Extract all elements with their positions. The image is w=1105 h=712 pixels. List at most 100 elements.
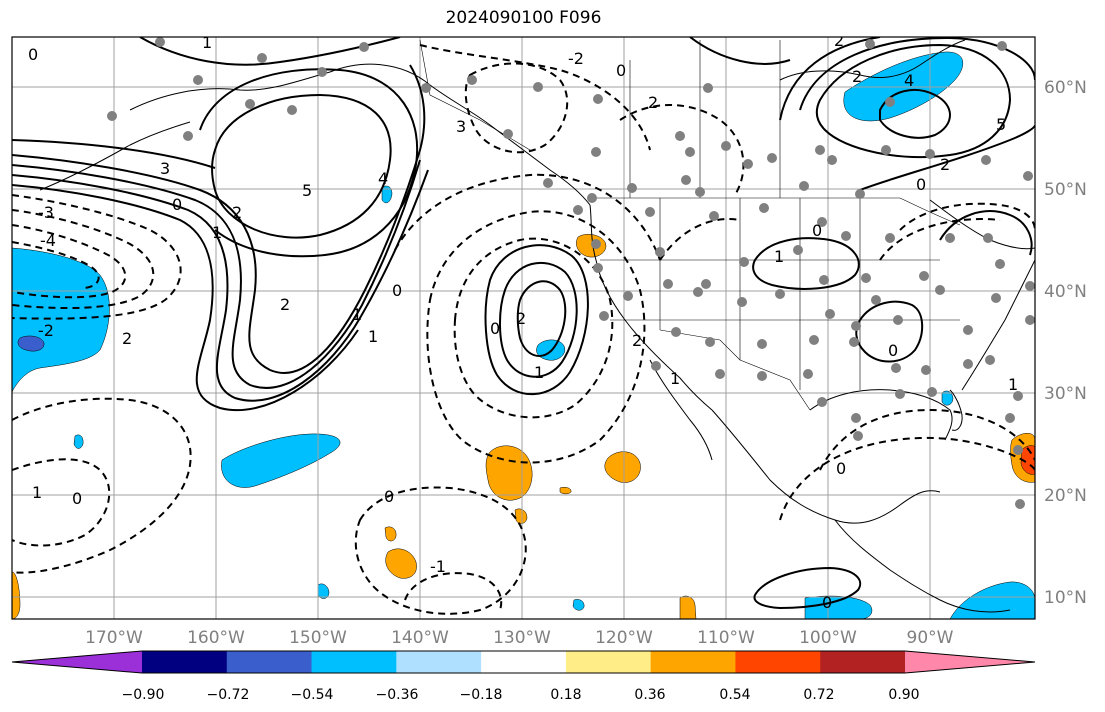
latitude-labels: 60°N 50°N 40°N 30°N 20°N 10°N [1044, 78, 1087, 608]
contour-label: 0 [490, 319, 500, 338]
lon-label: 130°W [493, 628, 551, 648]
pos-contour-offshore2 [498, 261, 578, 378]
contour-label: 4 [378, 169, 388, 188]
pos-contour-hudson2 [799, 37, 1035, 111]
colorbar-ticks: −0.90 −0.72 −0.54 −0.36 −0.18 0.18 0.36 … [122, 687, 920, 703]
contour-label: 2 [852, 67, 862, 86]
colorbar-segment [396, 651, 482, 673]
contour-label: 0 [812, 221, 822, 240]
colorbar-segment [142, 651, 228, 673]
lat-label: 60°N [1044, 78, 1087, 98]
contour-label: -1 [430, 557, 446, 576]
neg-contour-gl2 [879, 218, 1001, 261]
pos-contour-north-top [689, 37, 791, 65]
lon-label: 120°W [595, 628, 653, 648]
shade-pos-central-pac [485, 445, 533, 501]
contour-label: 1 [774, 247, 784, 266]
neg-contour-pac3 [394, 173, 661, 261]
positive-anomaly-regions [12, 234, 1035, 619]
pos-contour-offshore1 [516, 280, 567, 357]
contour-label: 1 [368, 327, 378, 346]
lat-label: 10°N [1044, 588, 1087, 608]
contour-label: 1 [352, 305, 362, 324]
pos-contour-offshore3 [484, 244, 589, 396]
lon-label: 110°W [697, 628, 755, 648]
colorbar-tick-label: −0.36 [376, 687, 419, 703]
colorbar-tick-label: −0.72 [207, 687, 250, 703]
shade-pos-south [385, 548, 417, 579]
contour-label: -2 [568, 49, 584, 68]
pos-contour-hudson1 [815, 43, 1012, 158]
pos-contour-ridge2 [12, 159, 421, 389]
shade-pos-tiny [559, 486, 572, 495]
border-us-canada [590, 197, 961, 226]
station-dots [107, 37, 1035, 509]
lat-label: 30°N [1044, 384, 1087, 404]
neg-contour-s2 [404, 572, 503, 611]
contour-label: 0 [172, 195, 182, 214]
pos-contour-hudson5 [879, 89, 951, 139]
pos-contour-plains1 [752, 237, 860, 290]
contour-label: 1 [534, 363, 544, 382]
lon-label: 140°W [391, 628, 449, 648]
neg-contour-sw1 [12, 458, 111, 547]
pos-contour-hudson4 [859, 124, 1035, 191]
shade-neg-florida [941, 390, 954, 406]
contour-label: 3 [160, 159, 170, 178]
colorbar-outline [11, 650, 1036, 674]
lon-label: 100°W [799, 628, 857, 648]
shade-neg-alaska [381, 185, 393, 204]
coast-east-us [961, 259, 1035, 391]
contour-label: 0 [822, 593, 832, 612]
contour-label: 5 [302, 181, 312, 200]
shade-strong-neg-west [17, 335, 45, 352]
neg-contour-w2 [12, 209, 155, 309]
contour-label: 0 [888, 341, 898, 360]
colorbar-tick-label: −0.90 [122, 687, 165, 703]
contour-label: 0 [384, 487, 394, 506]
contour-label: 2 [232, 203, 242, 222]
neg-contour-pac1 [453, 237, 614, 419]
colorbar-segment [650, 651, 736, 673]
colorbar-segment [565, 651, 652, 673]
coast-florida [949, 389, 963, 431]
coast-baja [649, 359, 713, 461]
coast-aleutians [39, 121, 191, 191]
neg-contour-gl [899, 202, 1035, 231]
colorbar-segment [311, 651, 397, 673]
shade-pos-south-small-b [514, 508, 528, 524]
coastlines [39, 39, 1035, 613]
negative-contours [12, 44, 1035, 615]
negative-anomaly-regions [12, 51, 1035, 619]
map-panel: 3 0 2 1 -3 -4 -2 2 2 1 0 1 5 4 3 2 0 2 1… [12, 37, 1035, 619]
neg-contour-w1 [12, 194, 182, 320]
neg-contour-s1 [354, 486, 527, 615]
pos-contour-ridge4 [12, 184, 359, 412]
contour-label: 0 [836, 459, 846, 478]
shade-neg-hawaii [221, 433, 341, 488]
coast-gulf [809, 389, 953, 441]
pos-contour-ridge5 [12, 139, 216, 169]
colorbar-tick-label: 0.72 [803, 687, 834, 703]
colorbar-segment [905, 651, 1035, 673]
pos-contour-high1 [211, 93, 392, 239]
neg-contour-ak2 [464, 62, 569, 154]
neg-contour-ak1 [419, 44, 651, 151]
coast-alaska [129, 63, 591, 206]
contour-label: -4 [40, 231, 56, 250]
lat-label: 40°N [1044, 282, 1087, 302]
lon-label: 170°W [85, 628, 143, 648]
colorbar-tick-label: 0.90 [888, 687, 919, 703]
coast-mexico [711, 409, 941, 524]
contour-label: 0 [72, 489, 82, 508]
shade-pos-baja [604, 451, 641, 483]
map-frame [11, 36, 1036, 620]
colorbar-tick-label: 0.54 [719, 687, 750, 703]
shade-pos-south-small-a [384, 526, 397, 542]
contour-label: 2 [280, 295, 290, 314]
contour-label: 4 [904, 71, 914, 90]
lat-label: 50°N [1044, 180, 1087, 200]
coast-hudson [779, 39, 966, 81]
lon-label: 150°W [289, 628, 347, 648]
longitude-labels: 170°W 160°W 150°W 140°W 130°W 120°W 110°… [85, 628, 954, 648]
